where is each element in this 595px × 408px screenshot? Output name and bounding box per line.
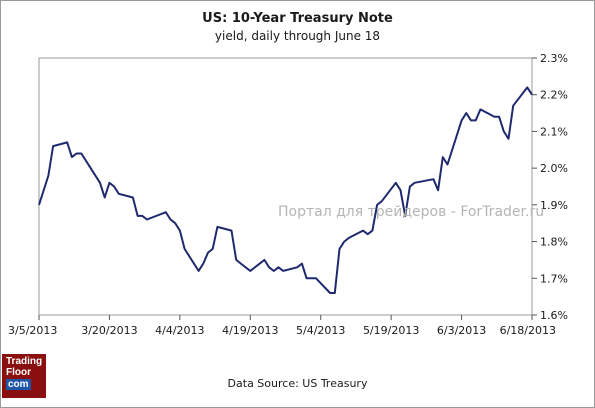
x-tick-label: 5/19/2013 [363, 324, 419, 337]
y-tick-label: 2.2% [540, 89, 568, 102]
x-tick-label: 4/19/2013 [222, 324, 278, 337]
y-tick-label: 2.0% [540, 162, 568, 175]
series-line-yield [38, 86, 533, 294]
chart-subtitle: yield, daily through June 18 [214, 29, 381, 43]
y-tick-label: 1.6% [540, 309, 568, 322]
x-tick-label: 3/5/2013 [8, 324, 57, 337]
x-tick-label: 5/4/2013 [296, 324, 345, 337]
x-tick-label: 3/20/2013 [81, 324, 137, 337]
x-axis-ticks: 3/5/2013 3/20/2013 4/4/2013 4/19/2013 5/4/20… [8, 315, 556, 337]
data-source-label: Data Source: US Treasury [227, 377, 368, 390]
y-tick-label: 2.1% [540, 125, 568, 138]
tradingfloor-logo: Trading Floor com [2, 354, 46, 398]
watermark-text: Портал для трейдеров - ForTrader.ru [278, 204, 545, 220]
plot-area [38, 57, 533, 316]
y-tick-label: 2.3% [540, 52, 568, 65]
y-tick-label: 1.8% [540, 236, 568, 249]
y-tick-label: 1.9% [540, 199, 568, 212]
logo-line-3: com [6, 379, 31, 390]
y-axis-ticks: 1.6% 1.7% 1.8% 1.9% 2.0% 2.1% 2.2% 2.3% [532, 52, 568, 322]
chart-title: US: 10-Year Treasury Note [202, 11, 393, 26]
logo-line-1: Trading [6, 356, 43, 367]
y-tick-label: 1.7% [540, 272, 568, 285]
x-tick-label: 4/4/2013 [155, 324, 204, 337]
x-tick-label: 6/3/2013 [437, 324, 486, 337]
x-tick-label: 6/18/2013 [500, 324, 556, 337]
logo-line-2: Floor [6, 367, 31, 378]
